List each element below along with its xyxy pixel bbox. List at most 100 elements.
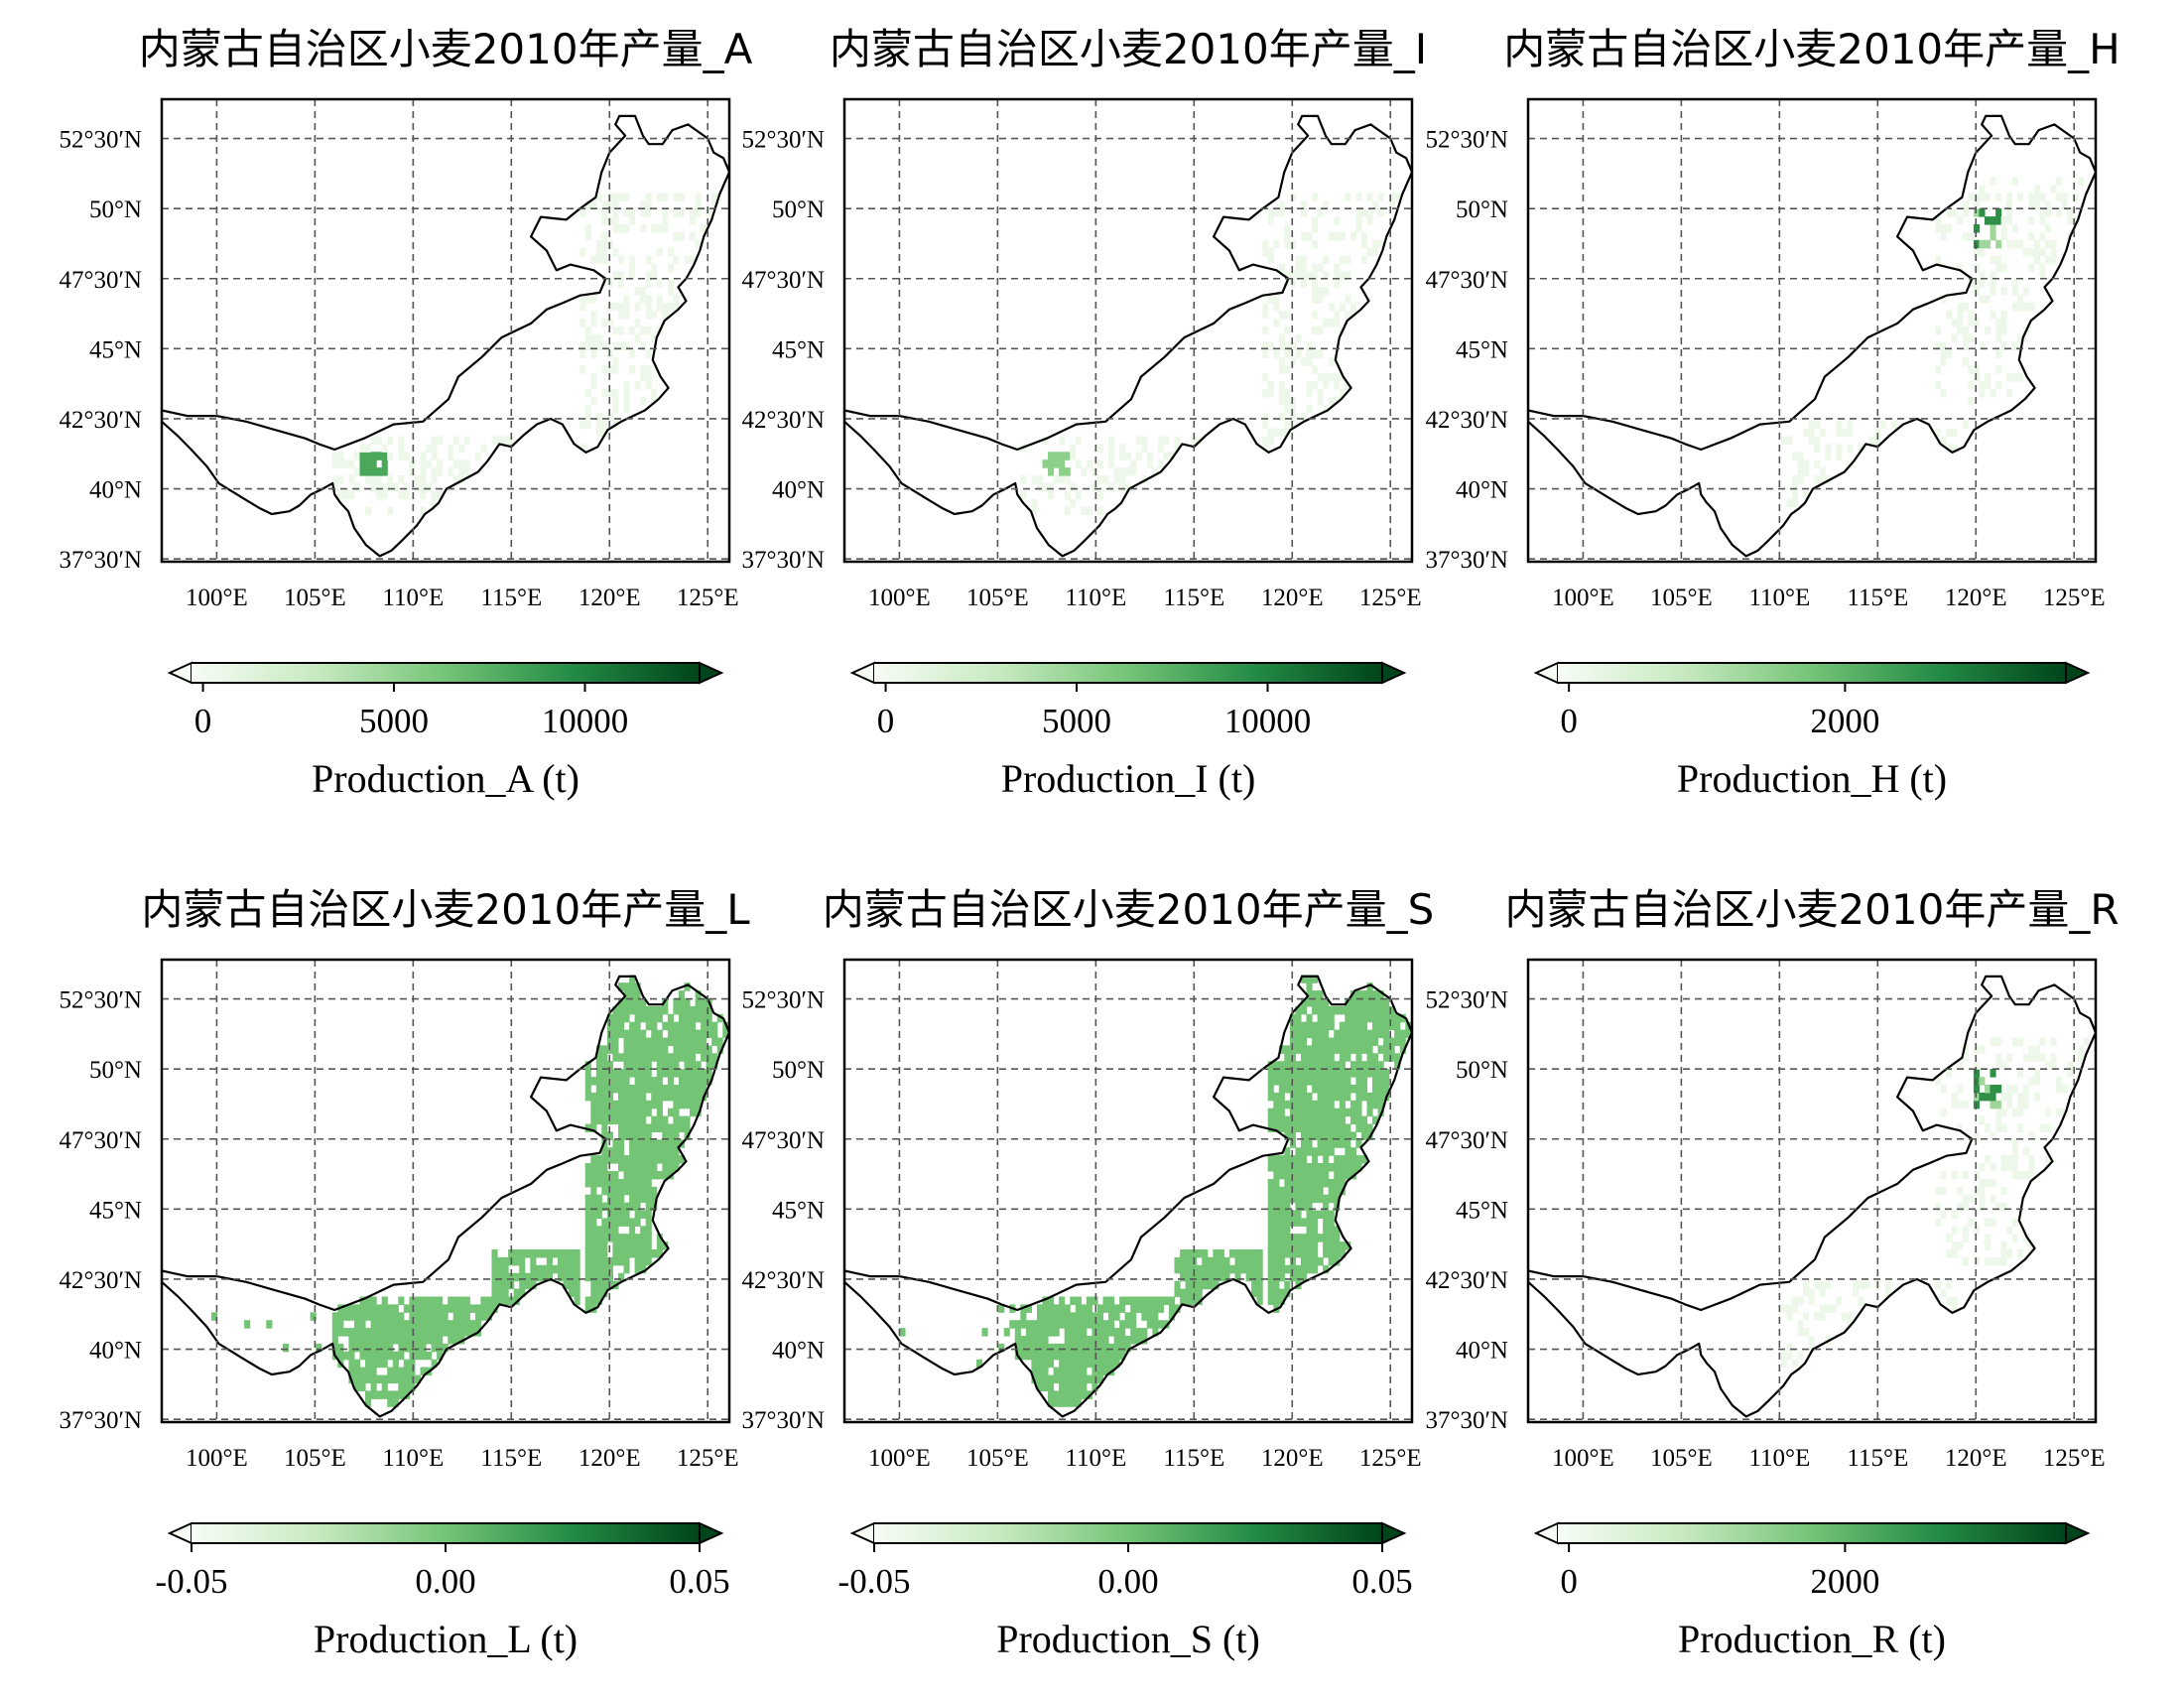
colorbar-label: Production_I (t) [1001,756,1256,801]
colorbar-gradient [1558,663,2066,683]
lat-tick-label: 45°N [1456,336,1508,363]
lon-tick-label: 125°E [2043,1445,2106,1472]
colorbar-max-extend [2065,661,2091,685]
lon-tick-label: 115°E [1163,1445,1224,1472]
colorbar-max-extend [699,1521,724,1545]
lat-tick-label: 50°N [1456,196,1508,223]
lat-tick-label: 42°30′N [741,1267,825,1294]
lat-tick-label: 52°30′N [1425,987,1508,1014]
gridlines [1528,99,2096,562]
colorbar-tick-label: 10000 [1224,702,1312,740]
lon-tick-label: 115°E [1163,585,1224,611]
region-boundary [162,975,729,1418]
panel-title: 内蒙古自治区小麦2010年产量_R [1504,885,2119,934]
colorbar-min-extend [167,661,193,685]
lon-tick-label: 110°E [1065,585,1126,611]
lon-tick-label: 100°E [1552,585,1614,611]
lat-tick-label: 47°30′N [1425,1127,1508,1154]
colorbar-label: Production_S (t) [996,1617,1260,1661]
lon-tick-label: 110°E [1748,585,1810,611]
production-cells [899,975,1412,1407]
lon-tick-label: 110°E [382,585,444,611]
lon-tick-label: 110°E [1748,1445,1810,1472]
lat-tick-label: 42°30′N [59,1267,142,1294]
lat-tick-label: 50°N [89,1057,142,1084]
colorbar-tick-label: 0.05 [1351,1562,1412,1601]
lon-tick-label: 120°E [1261,585,1324,611]
map-frame [842,97,1414,564]
lat-tick-label: 47°30′N [59,267,142,294]
colorbar-label: Production_L (t) [314,1617,578,1661]
region-boundary [162,114,729,558]
lat-tick-label: 52°30′N [59,127,142,154]
gridlines [844,960,1412,1422]
lat-tick-label: 40°N [1456,477,1508,504]
lat-tick-label: 50°N [89,196,142,223]
colorbar-gradient [1558,1523,2066,1543]
lat-tick-label: 40°N [89,477,142,504]
lat-tick-label: 42°30′N [741,407,825,434]
lat-tick-label: 52°30′N [59,987,142,1014]
colorbar-tick-label: -0.05 [156,1562,228,1601]
lon-tick-label: 110°E [382,1445,444,1472]
gridlines [844,99,1412,562]
lon-tick-label: 120°E [1945,1445,2007,1472]
lon-tick-label: 115°E [1847,585,1908,611]
production-cells [1020,193,1401,516]
map-frame [1526,97,2098,564]
colorbar-tick-label: 2000 [1810,702,1879,740]
colorbar-max-extend [1381,1521,1407,1545]
lon-tick-label: 110°E [1065,1445,1126,1472]
lon-tick-label: 125°E [1359,585,1422,611]
colorbar-tick-label: 0 [877,702,895,740]
colorbar-gradient [192,1523,700,1543]
colorbar-tick-label: 0.00 [1097,1562,1158,1601]
lon-tick-label: 125°E [677,1445,739,1472]
lat-tick-label: 42°30′N [1425,407,1508,434]
lon-tick-label: 115°E [1847,1445,1908,1472]
lat-tick-label: 40°N [772,1338,825,1365]
lat-tick-label: 45°N [89,336,142,363]
lat-tick-label: 37°30′N [1425,1407,1508,1434]
lat-tick-label: 45°N [1456,1197,1508,1224]
colorbar-max-extend [2065,1521,2091,1545]
colorbar-S: -0.05 0.00 0.05 Production_S (t) [838,1521,1413,1661]
lat-tick-label: 50°N [772,1057,825,1084]
lat-tick-label: 45°N [772,336,825,363]
map-panel-R: 内蒙古自治区小麦2010年产量_R 52°30′N 50°N 47°30′N 45°N 4… [1425,885,2119,1661]
lat-tick-label: 40°N [772,477,825,504]
colorbar-tick-label: 2000 [1810,1562,1879,1601]
colorbar-label: Production_A (t) [312,756,579,801]
region-boundary [844,975,1412,1418]
colorbar-min-extend [1533,1521,1559,1545]
panel-title: 内蒙古自治区小麦2010年产量_I [830,25,1427,73]
colorbar-H: 0 2000 Production_H (t) [1533,661,2091,801]
gridlines [162,99,729,562]
colorbar-min-extend [1533,661,1559,685]
lon-tick-label: 100°E [868,585,931,611]
lat-tick-label: 52°30′N [1425,127,1508,154]
colorbar-tick-label: 0.05 [669,1562,729,1601]
colorbar-min-extend [849,661,875,685]
colorbar-tick-label: 0 [194,702,212,740]
lat-tick-label: 37°30′N [59,1407,142,1434]
map-frame [160,958,731,1424]
lat-tick-label: 50°N [1456,1057,1508,1084]
lon-tick-label: 100°E [186,1445,248,1472]
lat-tick-label: 47°30′N [1425,267,1508,294]
lat-tick-label: 37°30′N [59,547,142,574]
colorbar-label: Production_R (t) [1678,1617,1946,1661]
lon-tick-label: 100°E [868,1445,931,1472]
lat-tick-label: 47°30′N [741,267,825,294]
map-panel-I: 内蒙古自治区小麦2010年产量_I 52°30′N 50°N 47°30′N 45°N 4… [741,25,1427,801]
lat-tick-label: 52°30′N [741,987,825,1014]
lon-tick-label: 120°E [1261,1445,1324,1472]
production-cells [1780,1037,2090,1369]
gridlines [162,960,729,1422]
lon-tick-label: 125°E [1359,1445,1422,1472]
colorbar-tick-label: 0 [1560,702,1578,740]
colorbar-tick-label: -0.05 [838,1562,911,1601]
lat-tick-label: 42°30′N [1425,1267,1508,1294]
production-cells [210,975,729,1407]
